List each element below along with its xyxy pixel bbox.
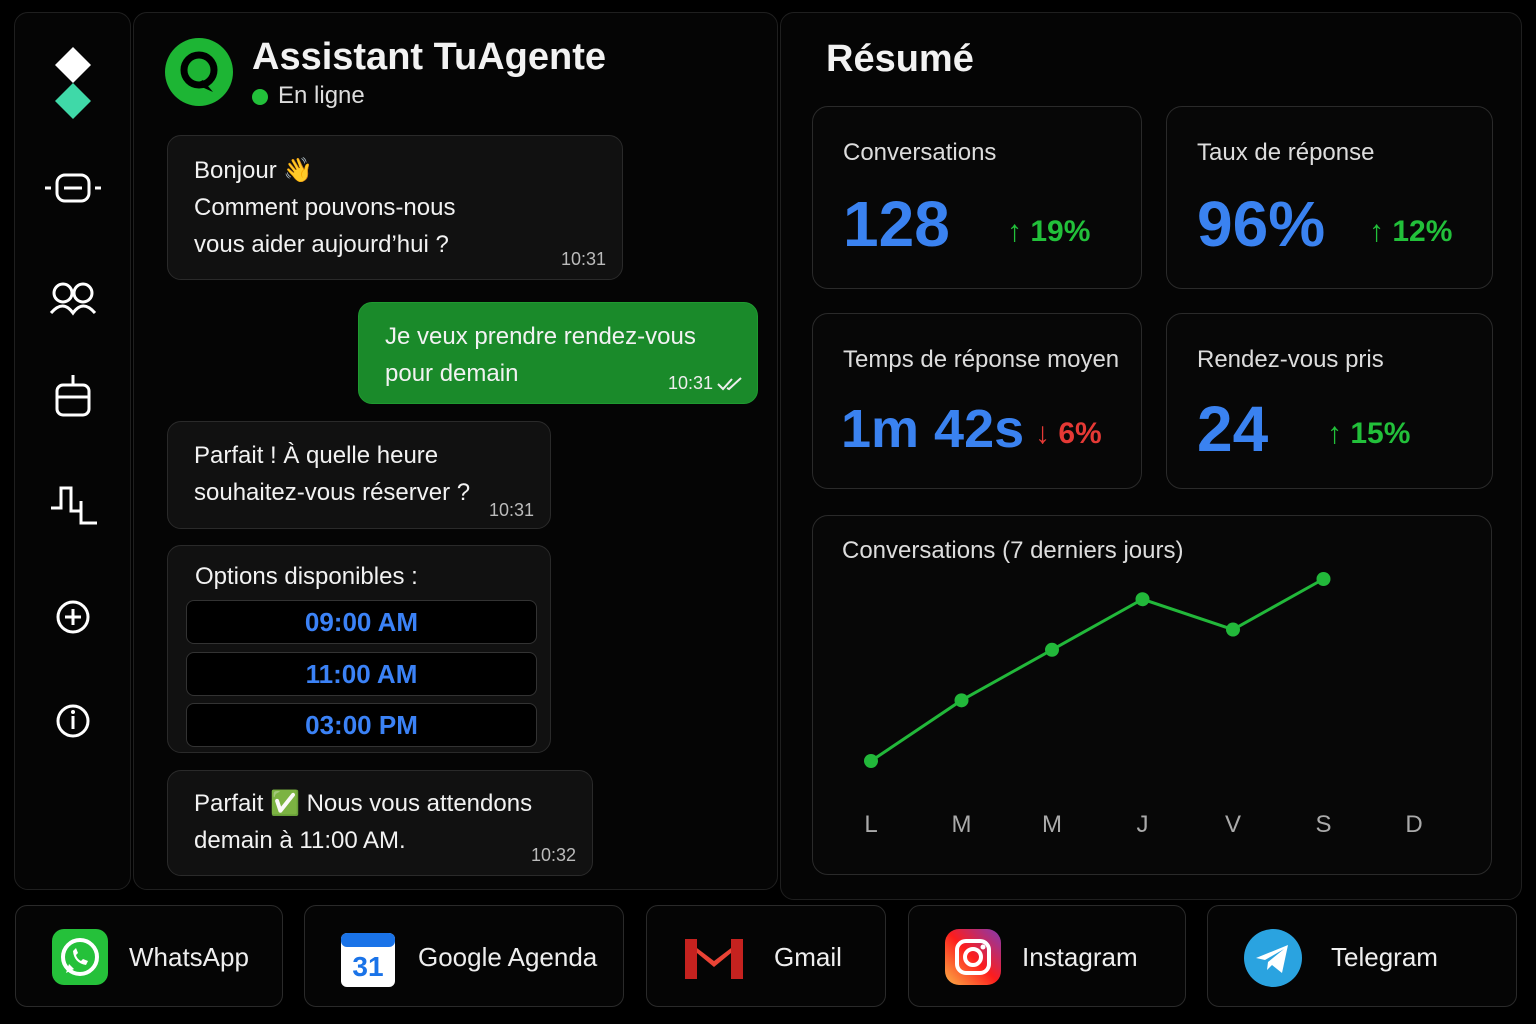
message-line: vous aider aujourd’hui ? — [194, 231, 449, 258]
message-bubble: Parfait ! À quelle heure souhaitez-vous r… — [167, 421, 551, 529]
integration-name: Telegram — [1331, 942, 1438, 972]
kpi-value: 1m 42s — [841, 399, 1025, 459]
telegram-icon — [1244, 929, 1302, 987]
line — [870, 577, 1325, 763]
kpi-change: ↓ 6% — [1035, 417, 1102, 450]
integration-name: Instagram — [1022, 942, 1138, 972]
kpi-value: 128 — [843, 188, 950, 260]
kpi-change: ↑ 19% — [1007, 215, 1091, 248]
instagram-icon — [945, 929, 1001, 985]
point — [1045, 642, 1059, 657]
chart-title: Conversations (7 derniers jours) — [842, 537, 1183, 564]
message-line: Parfait ! À quelle heure — [194, 442, 439, 469]
message-time: 10:31 — [667, 373, 713, 393]
message-line: demain à 11:00 AM. — [194, 827, 406, 854]
line-chart: Conversations (7 derniers jours) L M M J V S D — [842, 537, 1423, 838]
sidebar — [14, 12, 131, 890]
time-option[interactable]: 03:00 PM — [186, 703, 537, 747]
kpi-card: Rendez-vous pris 24 ↑ 15% — [1166, 313, 1493, 489]
x-tick-label: V — [1225, 811, 1241, 838]
x-tick-label: L — [864, 811, 877, 838]
kpi-value: 24 — [1197, 393, 1269, 465]
integration[interactable]: Telegram — [1207, 905, 1517, 1007]
kpi-label: Conversations — [843, 139, 997, 166]
kpi-card: Taux de réponse 96% ↑ 12% — [1166, 106, 1493, 289]
message-time: 10:31 — [488, 500, 534, 520]
integration-name: Gmail — [774, 942, 842, 972]
message-line: souhaitez-vous réserver ? — [194, 479, 471, 506]
integration[interactable]: Instagram — [908, 905, 1186, 1007]
point — [1226, 622, 1240, 637]
svg-text:31: 31 — [352, 951, 383, 982]
x-tick-label: M — [1042, 811, 1062, 838]
kpi-card: Temps de réponse moyen 1m 42s ↓ 6% — [812, 313, 1142, 489]
gmail-icon — [685, 939, 743, 979]
kpi-value: 96% — [1197, 188, 1326, 260]
calendar-icon: 31 — [341, 933, 395, 987]
time-option[interactable]: 09:00 AM — [186, 600, 537, 644]
options-card: Options disponibles : 09:00 AM 11:00 AM … — [167, 545, 551, 753]
message-bubble: Bonjour 👋 Comment pouvons-nous vous aider … — [167, 135, 623, 280]
message-time: 10:31 — [560, 249, 606, 269]
assistant-logo — [165, 38, 233, 106]
x-tick-label: J — [1137, 811, 1149, 838]
time-option[interactable]: 11:00 AM — [186, 652, 537, 696]
kpi-label: Taux de réponse — [1197, 139, 1375, 166]
message-bubble-sent: Je veux prendre rendez-vous pour demain 1… — [358, 302, 758, 404]
message-line: Comment pouvons-nous — [194, 194, 456, 221]
x-tick-label: D — [1405, 811, 1422, 838]
status-dot — [252, 89, 268, 105]
kpi-change: ↑ 12% — [1369, 215, 1453, 248]
whatsapp-icon — [52, 929, 108, 985]
integration-name: WhatsApp — [129, 942, 249, 972]
sidebar-icons — [45, 47, 101, 738]
chart-card: Conversations (7 derniers jours) L M M J V S D — [812, 515, 1492, 875]
point — [954, 693, 969, 708]
kpi-label: Rendez-vous pris — [1197, 346, 1384, 373]
integration[interactable]: WhatsApp — [15, 905, 283, 1007]
summary-title: Résumé — [826, 38, 974, 80]
message-line: Parfait ✅ Nous vous attendons — [194, 790, 533, 817]
x-tick-label: S — [1315, 811, 1331, 838]
point — [864, 754, 878, 768]
message-bubble: Parfait ✅ Nous vous attendons demain à 11… — [167, 770, 593, 876]
point — [1135, 592, 1150, 607]
integration-name: Google Agenda — [418, 942, 598, 972]
kpi-label: Temps de réponse moyen — [843, 346, 1120, 373]
kpi-card: Conversations 128 ↑ 19% — [812, 106, 1142, 289]
status: En ligne — [278, 82, 365, 109]
chat-title: Assistant TuAgente — [252, 36, 607, 78]
message-line: Je veux prendre rendez-vous — [385, 323, 696, 350]
integration[interactable]: 31 Google Agenda — [304, 905, 624, 1007]
x-tick-label: M — [952, 811, 972, 838]
read-check — [717, 377, 742, 391]
options-title: Options disponibles : — [195, 563, 418, 590]
message-time: 10:32 — [530, 845, 576, 865]
message-line: pour demain — [385, 360, 519, 387]
point — [1316, 572, 1331, 586]
kpi-change: ↑ 15% — [1327, 417, 1411, 450]
message-line: Bonjour 👋 — [194, 157, 314, 184]
integration[interactable]: Gmail — [646, 905, 886, 1007]
